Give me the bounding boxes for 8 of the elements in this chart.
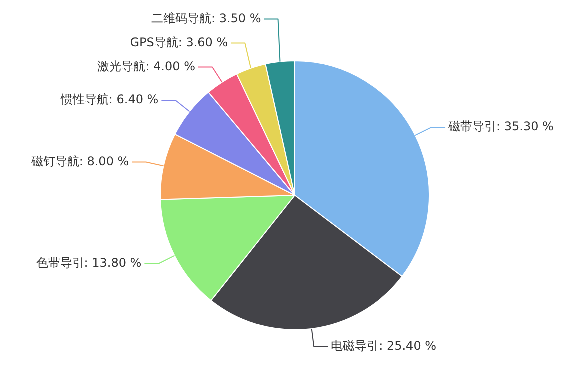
slice-label: 激光导航: 4.00 %	[98, 59, 196, 74]
slice-label: 磁钉导航: 8.00 %	[30, 154, 130, 168]
slice-label: GPS导航: 3.60 %	[130, 35, 228, 50]
slice-label: 磁带导引: 35.30 %	[448, 120, 554, 134]
slice-label: 二维码导航: 3.50 %	[151, 11, 262, 26]
slice-label: 色带导引: 13.80 %	[36, 256, 142, 270]
slice-label: 电磁导引: 25.40 %	[331, 338, 437, 353]
slice-label: 惯性导航: 6.40 %	[60, 92, 159, 107]
